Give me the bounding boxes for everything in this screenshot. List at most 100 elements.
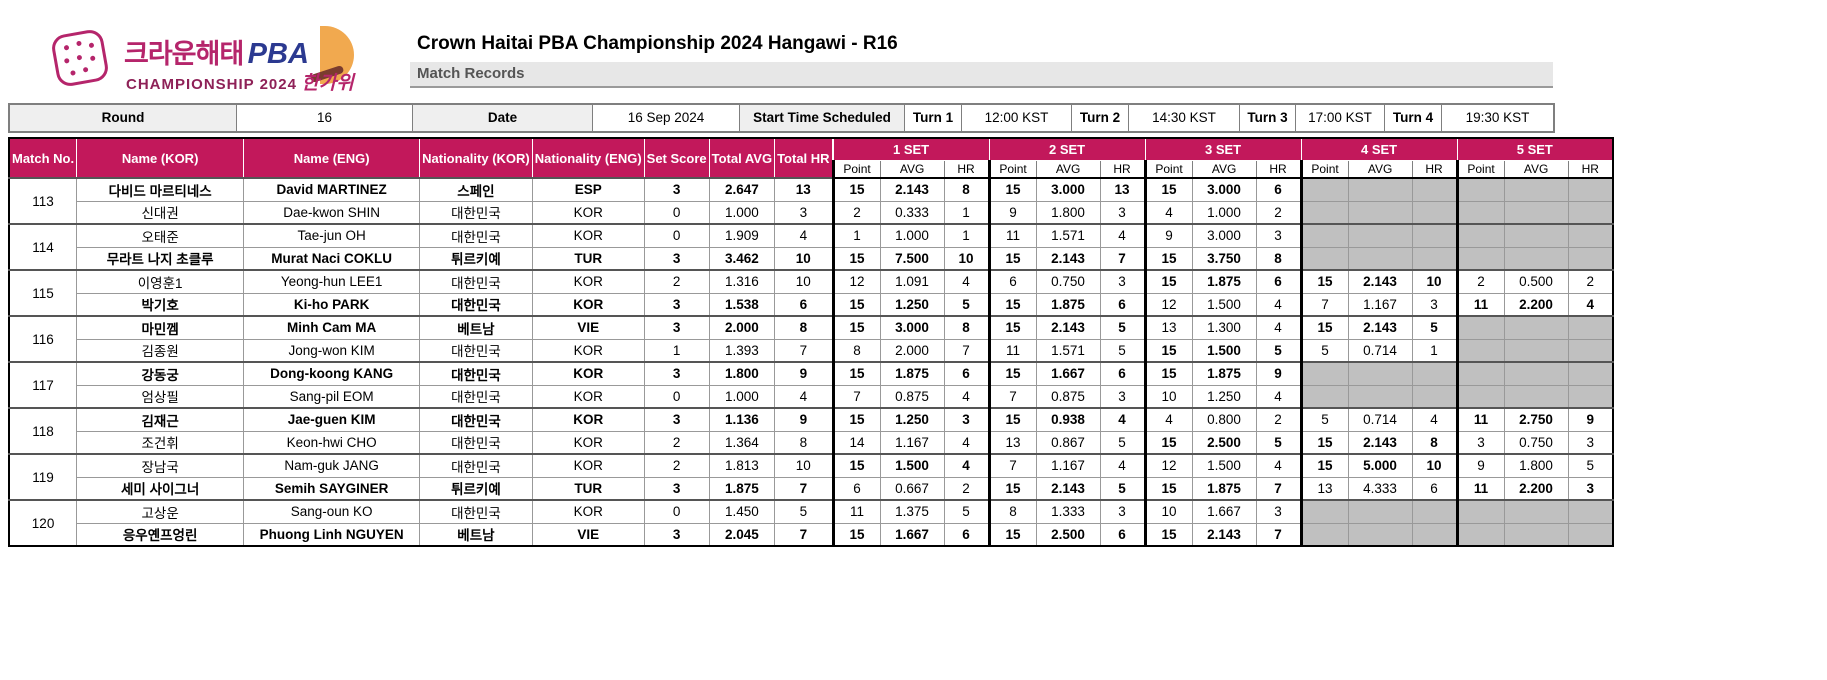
set3-point-cell: 4 bbox=[1143, 200, 1193, 225]
set4-empty-cell bbox=[1299, 522, 1349, 547]
set4-empty-cell bbox=[1411, 361, 1458, 386]
turn-time: 12:00 KST bbox=[962, 105, 1072, 131]
total-avg-cell: 2.045 bbox=[708, 522, 776, 547]
set2-point-cell: 11 bbox=[987, 223, 1037, 248]
player-row: 119 장남국 Nam-guk JANG 대한민국 KOR 2 1.813 10 15 1.500… bbox=[8, 453, 1614, 501]
set-sub-header-point: Point bbox=[1299, 159, 1349, 179]
set2-avg-cell: 2.143 bbox=[1035, 315, 1101, 340]
set3-avg-cell: 3.750 bbox=[1191, 246, 1257, 271]
set3-avg-cell: 2.500 bbox=[1191, 430, 1257, 455]
set5-empty-cell bbox=[1503, 361, 1569, 386]
name-eng-cell: Tae-jun OH bbox=[243, 223, 421, 248]
set3-avg-cell: 1.300 bbox=[1191, 315, 1257, 340]
set4-hr-cell: 8 bbox=[1411, 430, 1458, 455]
set5-hr-cell: 2 bbox=[1567, 269, 1614, 294]
nat-kor-cell: 대한민국 bbox=[419, 292, 533, 317]
set4-empty-cell bbox=[1347, 246, 1413, 271]
brand-pba-text: PBA bbox=[247, 38, 309, 70]
name-eng-cell: Yeong-hun LEE1 bbox=[243, 269, 421, 294]
turn-label: Turn 2 bbox=[1072, 105, 1129, 131]
set3-point-cell: 12 bbox=[1143, 292, 1193, 317]
set-sub-header-hr: HR bbox=[1567, 159, 1614, 179]
set-group-header: 3 SET bbox=[1144, 137, 1302, 161]
set3-hr-cell: 4 bbox=[1255, 292, 1302, 317]
set1-point-cell: 15 bbox=[831, 292, 881, 317]
set1-avg-cell: 2.143 bbox=[879, 177, 945, 202]
total-hr-cell: 7 bbox=[774, 338, 834, 363]
set5-hr-cell: 5 bbox=[1567, 453, 1614, 478]
total-hr-cell: 3 bbox=[774, 200, 834, 225]
nat-kor-cell: 대한민국 bbox=[419, 499, 533, 524]
set3-hr-cell: 2 bbox=[1255, 200, 1302, 225]
set4-hr-cell: 1 bbox=[1411, 338, 1458, 363]
nat-kor-cell: 대한민국 bbox=[419, 384, 533, 409]
name-eng-cell: Murat Naci COKLU bbox=[243, 246, 421, 271]
set1-hr-cell: 5 bbox=[943, 292, 990, 317]
set4-empty-cell bbox=[1347, 522, 1413, 547]
set3-point-cell: 15 bbox=[1143, 476, 1193, 501]
col-header-total-avg: Total AVG bbox=[708, 137, 776, 179]
set2-hr-cell: 4 bbox=[1099, 223, 1146, 248]
set5-point-cell: 11 bbox=[1455, 476, 1505, 501]
player-row: 115 이영훈1 Yeong-hun LEE1 대한민국 KOR 2 1.316 10 12 1.… bbox=[8, 269, 1614, 317]
set1-avg-cell: 1.250 bbox=[879, 292, 945, 317]
player-row: 118 김재근 Jae-guen KIM 대한민국 KOR 3 1.136 9 15 1.250 3… bbox=[8, 407, 1614, 455]
set1-point-cell: 2 bbox=[831, 200, 881, 225]
schedule-info-bar: Round 16 Date 16 Sep 2024 Start Time Sch… bbox=[8, 103, 1555, 133]
name-eng-cell: Ki-ho PARK bbox=[243, 292, 421, 317]
set5-empty-cell bbox=[1567, 361, 1614, 386]
name-kor-cell: 다비드 마르티네스 bbox=[76, 177, 245, 202]
set3-point-cell: 15 bbox=[1143, 177, 1193, 202]
set3-avg-cell: 1.875 bbox=[1191, 361, 1257, 386]
set3-point-cell: 15 bbox=[1143, 338, 1193, 363]
total-avg-cell: 1.909 bbox=[708, 223, 776, 248]
set1-avg-cell: 1.000 bbox=[879, 223, 945, 248]
nat-kor-cell: 대한민국 bbox=[419, 430, 533, 455]
set1-avg-cell: 0.333 bbox=[879, 200, 945, 225]
match-number-cell: 113 bbox=[8, 177, 78, 225]
set5-hr-cell: 4 bbox=[1567, 292, 1614, 317]
set1-hr-cell: 4 bbox=[943, 453, 990, 478]
set-group-header: 5 SET bbox=[1456, 137, 1614, 161]
set2-point-cell: 15 bbox=[987, 177, 1037, 202]
set4-empty-cell bbox=[1347, 384, 1413, 409]
set5-empty-cell bbox=[1567, 338, 1614, 363]
set1-point-cell: 6 bbox=[831, 476, 881, 501]
nat-kor-cell: 튀르키예 bbox=[419, 246, 533, 271]
set-sub-header-avg: AVG bbox=[1035, 159, 1101, 179]
set3-avg-cell: 1.875 bbox=[1191, 269, 1257, 294]
total-hr-cell: 10 bbox=[774, 246, 834, 271]
set1-point-cell: 15 bbox=[831, 177, 881, 202]
set3-avg-cell: 1.667 bbox=[1191, 499, 1257, 524]
set3-avg-cell: 1.250 bbox=[1191, 384, 1257, 409]
player-row: 조건휘 Keon-hwi CHO 대한민국 KOR 2 1.364 8 14 1.167 4 13 0… bbox=[9, 430, 1614, 455]
set5-hr-cell: 3 bbox=[1567, 476, 1614, 501]
set3-point-cell: 9 bbox=[1143, 223, 1193, 248]
section-title: Match Records bbox=[410, 62, 1553, 88]
col-header-nat-eng: Nationality (ENG) bbox=[531, 137, 645, 179]
set-sub-header-hr: HR bbox=[1255, 159, 1302, 179]
set1-avg-cell: 0.667 bbox=[879, 476, 945, 501]
total-avg-cell: 1.538 bbox=[708, 292, 776, 317]
set1-hr-cell: 3 bbox=[943, 407, 990, 432]
set2-point-cell: 7 bbox=[987, 453, 1037, 478]
set3-avg-cell: 3.000 bbox=[1191, 223, 1257, 248]
set3-avg-cell: 0.800 bbox=[1191, 407, 1257, 432]
championship-text: CHAMPIONSHIP 2024 bbox=[126, 76, 297, 93]
set-score-cell: 3 bbox=[643, 177, 710, 202]
set2-hr-cell: 3 bbox=[1099, 200, 1146, 225]
set2-point-cell: 15 bbox=[987, 292, 1037, 317]
set4-empty-cell bbox=[1411, 384, 1458, 409]
set-sub-header-avg: AVG bbox=[879, 159, 945, 179]
set1-avg-cell: 1.375 bbox=[879, 499, 945, 524]
set3-hr-cell: 4 bbox=[1255, 453, 1302, 478]
set4-point-cell: 5 bbox=[1299, 338, 1349, 363]
match-number-cell: 118 bbox=[8, 407, 78, 455]
player-row: 117 강동궁 Dong-koong KANG 대한민국 KOR 3 1.800 9 15 1.8… bbox=[8, 361, 1614, 409]
set4-empty-cell bbox=[1299, 177, 1349, 202]
set4-hr-cell: 3 bbox=[1411, 292, 1458, 317]
total-hr-cell: 8 bbox=[774, 315, 834, 340]
set4-empty-cell bbox=[1299, 246, 1349, 271]
set4-empty-cell bbox=[1299, 361, 1349, 386]
set1-hr-cell: 7 bbox=[943, 338, 990, 363]
